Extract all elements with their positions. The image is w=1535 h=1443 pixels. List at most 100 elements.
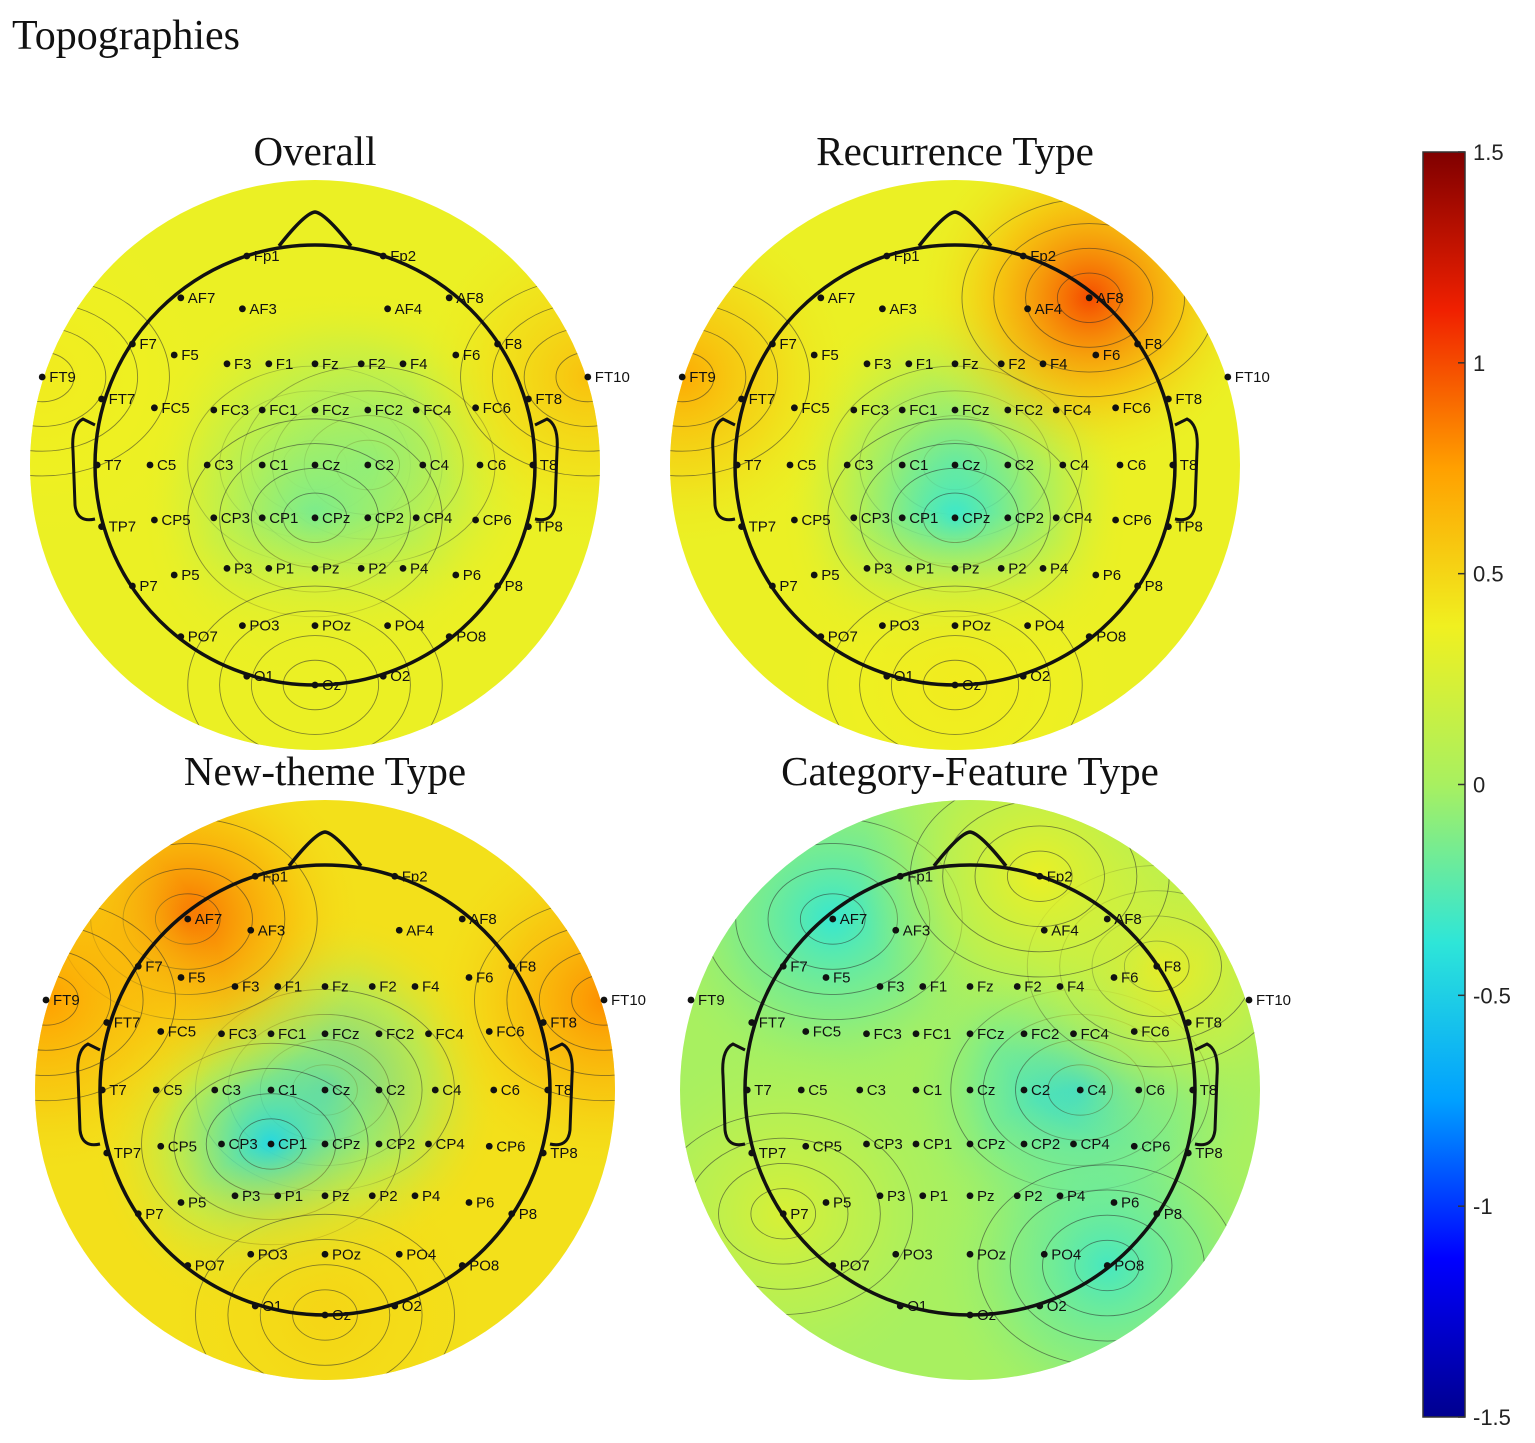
contour-line: [282, 659, 348, 711]
electrode-dot: [1169, 461, 1177, 469]
electrode-dot: [1224, 373, 1232, 381]
electrode-label: Fp2: [1030, 248, 1056, 265]
electrode-label: AF3: [249, 301, 277, 318]
electrode-label: C6: [487, 457, 506, 474]
electrode-label: P7: [790, 1206, 808, 1223]
electrode-dot: [251, 1302, 259, 1310]
electrode-dot: [425, 1030, 432, 1038]
electrode-label: P6: [476, 1195, 494, 1212]
electrode-dot: [391, 1302, 399, 1310]
colorbar-tick-label: 0.5: [1473, 562, 1504, 587]
electrode-dot: [876, 983, 884, 990]
electrode-dot: [850, 514, 858, 522]
electrode-label: CP1: [923, 1136, 952, 1153]
electrode-label: C2: [1031, 1082, 1050, 1099]
electrode-dot: [465, 974, 473, 981]
electrode-dot: [411, 983, 419, 990]
electrode-label: P2: [1008, 560, 1026, 577]
nose: [917, 210, 993, 248]
electrode-label: AF7: [195, 911, 223, 928]
electrode-dot: [98, 395, 105, 403]
electrode-label: C6: [1146, 1082, 1165, 1099]
right-ear: [549, 1042, 574, 1147]
electrode-label: TP7: [114, 1145, 142, 1162]
electrode-dot: [170, 571, 178, 579]
electrode-dot: [769, 340, 776, 348]
contour-line: [187, 585, 443, 750]
electrode-dot: [1085, 633, 1093, 640]
contour-line: [890, 635, 1020, 735]
right-ear: [1174, 417, 1199, 522]
electrode-dot: [134, 962, 142, 970]
electrode-dot: [1020, 1086, 1028, 1094]
electrode-dot: [817, 294, 825, 302]
electrode-dot: [184, 915, 192, 923]
electrode-dot: [38, 373, 46, 381]
electrode-dot: [997, 360, 1005, 368]
electrode-label: AF8: [469, 911, 497, 928]
electrode-label: F2: [1008, 356, 1026, 373]
contour-line: [827, 585, 1083, 750]
electrode-dot: [966, 1140, 974, 1148]
electrode-label: FC1: [909, 402, 937, 419]
electrode-label: FC4: [1081, 1026, 1109, 1043]
electrode-label: P7: [145, 1206, 163, 1223]
electrode-label: CP5: [168, 1138, 197, 1155]
electrode-label: Pz: [962, 560, 980, 577]
contour-line: [922, 659, 988, 711]
electrode-dot: [896, 1302, 904, 1310]
electrode-dot: [267, 1086, 275, 1094]
contour-line: [1006, 850, 1073, 902]
electrode-dot: [157, 1142, 165, 1150]
electrode-label: C4: [430, 457, 449, 474]
electrode-dot: [1019, 252, 1027, 260]
electrode-label: PO7: [828, 629, 858, 646]
electrode-dot: [364, 514, 372, 522]
electrode-dot: [151, 516, 158, 524]
electrode-label: POz: [322, 618, 351, 635]
electrode-label: F2: [368, 356, 386, 373]
electrode-label: C3: [854, 457, 873, 474]
electrode-dot: [1039, 360, 1047, 368]
electrode-dot: [876, 1192, 884, 1200]
electrode-label: AF8: [1096, 290, 1124, 307]
electrode-label: F6: [476, 970, 494, 987]
electrode-label: CP2: [375, 510, 404, 527]
electrode-dot: [1110, 1199, 1118, 1206]
electrode-label: FT7: [749, 391, 776, 408]
electrode-dot: [919, 1192, 927, 1200]
electrode-dot: [157, 1028, 165, 1035]
contour-line: [292, 1289, 358, 1341]
electrode-label: F6: [1121, 970, 1139, 987]
electrode-label: FC2: [375, 402, 403, 419]
electrode-dot: [919, 983, 927, 990]
electrode-dot: [1076, 1086, 1084, 1094]
electrode-label: Fz: [322, 356, 339, 373]
electrode-label: FC1: [923, 1026, 951, 1043]
electrode-label: CP6: [483, 512, 512, 529]
panel-title: New-theme Type: [184, 748, 466, 794]
electrode-label: Oz: [962, 677, 981, 694]
electrode-dot: [431, 1086, 439, 1094]
electrode-label: TP7: [109, 519, 137, 536]
electrode-label: AF4: [1035, 301, 1063, 318]
electrode-dot: [1112, 404, 1119, 412]
electrode-dot: [966, 1192, 974, 1200]
electrode-dot: [321, 1250, 329, 1258]
electrode-dot: [425, 1140, 432, 1148]
electrode-dot: [1092, 351, 1100, 359]
electrode-label: P8: [505, 578, 523, 595]
electrode-dot: [883, 672, 891, 680]
electrode-label: CP4: [1063, 510, 1092, 527]
electrode-dot: [218, 1030, 225, 1038]
electrode-label: TP7: [749, 519, 777, 536]
contour-line: [227, 1239, 423, 1380]
electrode-label: CP3: [229, 1136, 258, 1153]
electrode-dot: [274, 1192, 282, 1200]
electrode-label: PO8: [1096, 629, 1126, 646]
electrode-label: PO7: [195, 1258, 225, 1275]
electrode-dot: [1110, 974, 1118, 981]
electrode-label: F8: [519, 958, 537, 975]
electrode-dot: [738, 395, 745, 403]
electrode-label: P3: [874, 560, 892, 577]
